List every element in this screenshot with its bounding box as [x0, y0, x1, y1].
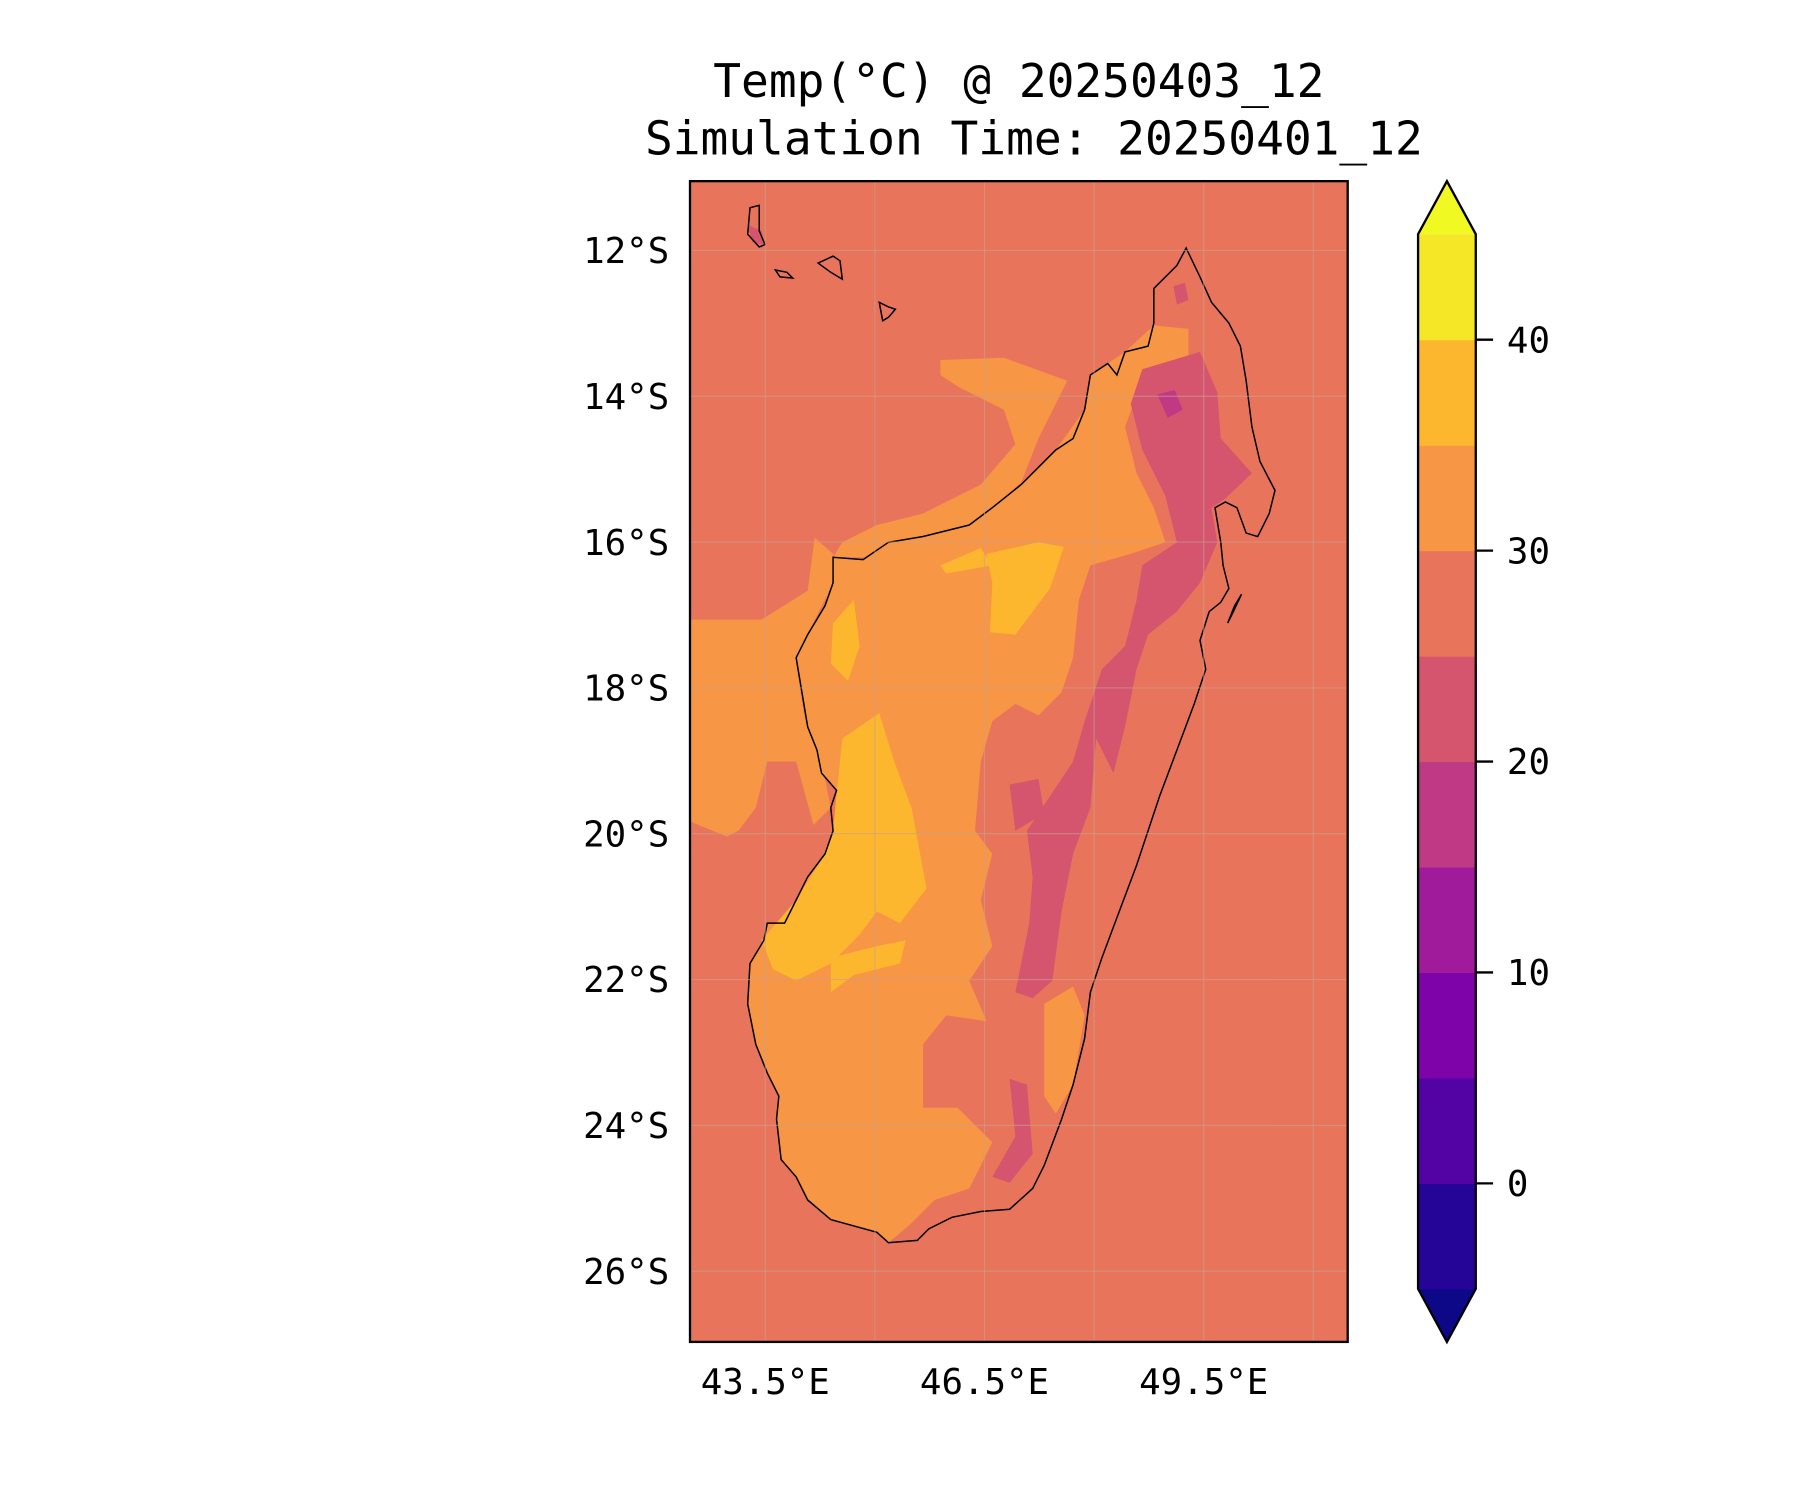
map-area: [689, 181, 1348, 1342]
contour-35-40-coast-north: [940, 548, 993, 574]
colorbar-band: [1418, 761, 1476, 868]
y-tick-label: 18°S: [583, 669, 669, 710]
colorbar-band: [1418, 656, 1476, 763]
comoros-island-anjouan: [773, 268, 795, 280]
colorbar-band: [1418, 972, 1476, 1079]
colorbar-tick-label: 40: [1507, 320, 1550, 361]
colorbar-band: [1418, 339, 1476, 446]
colorbar-band: [1418, 1183, 1476, 1290]
island-mayotte: [878, 300, 897, 322]
chart-title: Temp(°C) @ 20250403_12: [713, 54, 1324, 108]
colorbar-extend-min: [1418, 1288, 1476, 1342]
contour-30-35-land-west: [747, 325, 1189, 1243]
y-tick-label: 14°S: [583, 377, 669, 418]
colorbar-extend-max: [1418, 181, 1476, 235]
colorbar-tick-label: 10: [1507, 953, 1550, 994]
colorbar-outline: [1416, 178, 1477, 1345]
contour-20-25-central: [1009, 778, 1045, 831]
gridlines: [689, 181, 1348, 1342]
contour-30-35-se-coast: [1044, 986, 1085, 1114]
contour-30-35-west-ocean: [690, 537, 834, 837]
colorbar-band: [1418, 1077, 1476, 1184]
contour-20-25-south: [992, 1078, 1033, 1183]
x-axis: 43.5°E 46.5°E 49.5°E: [701, 1362, 1269, 1403]
colorbar-band: [1418, 234, 1476, 341]
colorbar: 0 10 20 30 40: [1416, 178, 1550, 1345]
y-tick-label: 26°S: [583, 1252, 669, 1293]
chart-subtitle: Simulation Time: 20250401_12: [645, 112, 1423, 166]
colorbar-tick-label: 0: [1507, 1164, 1529, 1205]
y-tick-label: 12°S: [583, 231, 669, 272]
colorbar-tick-label: 20: [1507, 742, 1550, 783]
contour-35-40-northwest: [830, 600, 860, 681]
y-tick-label: 16°S: [583, 523, 669, 564]
colorbar-band: [1418, 445, 1476, 552]
contour-30-35-nw-ocean: [833, 357, 1068, 558]
colorbar-band: [1418, 550, 1476, 657]
contour-35-40-south-west: [830, 940, 906, 993]
y-tick-label: 24°S: [583, 1106, 669, 1147]
colorbar-tick-label: 30: [1507, 531, 1550, 572]
y-tick-label: 22°S: [583, 960, 669, 1001]
contour-20-25-east-highlands: [1015, 351, 1252, 999]
x-tick-label: 49.5°E: [1139, 1362, 1268, 1403]
plot-frame: [688, 179, 1349, 1344]
island-sainte-marie: [1226, 593, 1243, 624]
y-axis: 12°S 14°S 16°S 18°S 20°S 22°S 24°S 26°S: [583, 231, 669, 1293]
colorbar-band: [1418, 867, 1476, 974]
madagascar-coastline: [746, 246, 1276, 1244]
x-tick-label: 43.5°E: [701, 1362, 830, 1403]
contour-15-20-north-highlands: [1157, 390, 1183, 418]
y-tick-label: 20°S: [583, 814, 669, 855]
comoros-island-moheli: [816, 255, 844, 281]
contour-20-25-north-tip: [1173, 282, 1189, 305]
contour-35-40-west: [761, 713, 927, 981]
x-tick-label: 46.5°E: [920, 1362, 1049, 1403]
contour-35-40-north: [986, 542, 1064, 635]
